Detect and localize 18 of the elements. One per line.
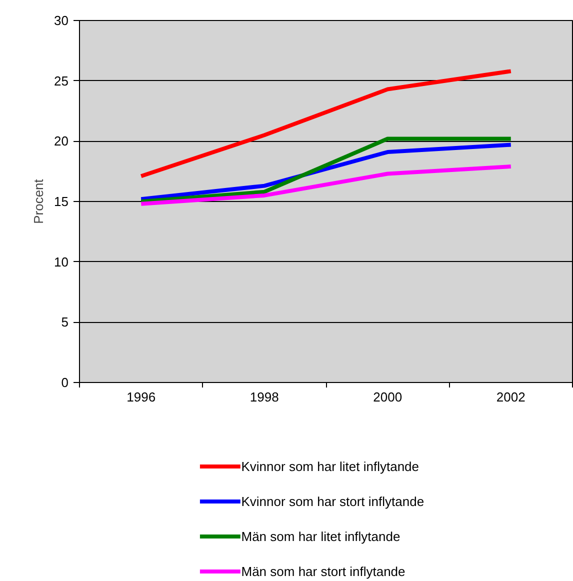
- line-series: [139, 69, 513, 178]
- line-series: [139, 164, 513, 206]
- legend-label: Män som har litet inflytande: [241, 529, 400, 544]
- x-tick-label: 1998: [250, 390, 279, 404]
- y-tick-label: 5: [61, 314, 69, 330]
- x-tick-label: 2000: [373, 390, 402, 404]
- y-tick-label: 0: [61, 375, 69, 390]
- legend-label: Män som har stort inflytande: [241, 564, 406, 579]
- legend-label: Kvinnor som har stort inflytande: [241, 494, 424, 509]
- x-tick-label: 2002: [496, 390, 526, 404]
- y-axis-title: Procent: [31, 178, 46, 224]
- x-tick-label: 1996: [126, 390, 156, 404]
- y-tick-label: 30: [54, 13, 69, 28]
- y-tick-label: 20: [54, 134, 69, 149]
- y-tick-label: 25: [54, 73, 69, 88]
- y-tick-label: 15: [54, 194, 69, 209]
- legend-label: Kvinnor som har litet inflytande: [241, 459, 420, 474]
- y-tick-label: 10: [54, 254, 69, 270]
